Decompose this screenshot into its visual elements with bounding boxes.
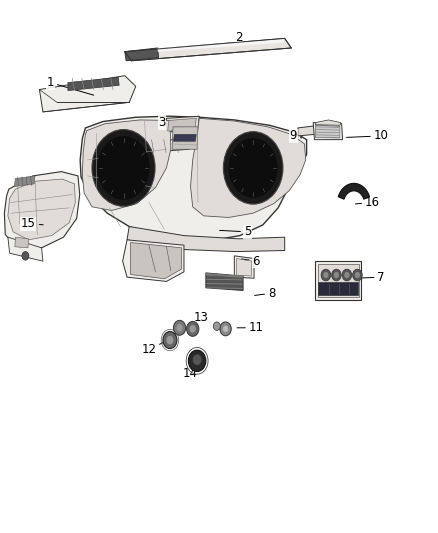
Circle shape — [321, 269, 331, 281]
Text: 6: 6 — [241, 255, 260, 268]
Polygon shape — [318, 264, 359, 297]
Text: 9: 9 — [290, 130, 302, 142]
Polygon shape — [39, 76, 136, 112]
Text: 1: 1 — [46, 76, 94, 95]
Polygon shape — [168, 118, 196, 131]
Circle shape — [344, 272, 350, 278]
Circle shape — [223, 326, 228, 332]
Polygon shape — [315, 125, 340, 138]
Circle shape — [188, 350, 206, 372]
Polygon shape — [14, 176, 35, 187]
Circle shape — [220, 322, 231, 336]
Circle shape — [193, 354, 201, 365]
Circle shape — [332, 269, 341, 281]
Polygon shape — [206, 273, 243, 278]
Polygon shape — [125, 38, 291, 61]
Circle shape — [353, 269, 362, 281]
Circle shape — [334, 272, 339, 278]
Circle shape — [22, 252, 29, 260]
Polygon shape — [68, 77, 119, 91]
Polygon shape — [8, 179, 75, 240]
Circle shape — [223, 132, 283, 204]
Circle shape — [342, 269, 352, 281]
Polygon shape — [127, 227, 285, 252]
Text: 7: 7 — [357, 271, 385, 284]
Polygon shape — [158, 39, 284, 52]
Text: 16: 16 — [355, 196, 380, 209]
Polygon shape — [315, 120, 341, 125]
Polygon shape — [123, 240, 184, 281]
Text: 11: 11 — [237, 321, 264, 334]
Polygon shape — [315, 261, 361, 300]
Polygon shape — [131, 243, 182, 279]
Circle shape — [166, 336, 173, 344]
Circle shape — [97, 136, 150, 200]
Polygon shape — [338, 183, 370, 199]
Circle shape — [173, 320, 186, 335]
Circle shape — [213, 322, 220, 330]
Polygon shape — [15, 237, 28, 248]
Polygon shape — [82, 120, 171, 211]
Polygon shape — [206, 273, 243, 290]
Polygon shape — [298, 126, 315, 136]
Polygon shape — [80, 116, 307, 241]
Polygon shape — [191, 118, 306, 217]
Text: 4: 4 — [132, 138, 148, 150]
Text: 12: 12 — [141, 341, 167, 356]
Circle shape — [190, 325, 196, 333]
Circle shape — [92, 130, 155, 206]
Text: 5: 5 — [219, 225, 251, 238]
Polygon shape — [313, 123, 343, 140]
Text: 2: 2 — [235, 31, 247, 44]
Text: 14: 14 — [183, 362, 198, 379]
Text: 3: 3 — [159, 116, 175, 129]
Polygon shape — [125, 48, 159, 61]
Text: 13: 13 — [194, 311, 209, 325]
Polygon shape — [173, 134, 196, 141]
Circle shape — [163, 332, 177, 349]
Polygon shape — [237, 259, 252, 276]
Polygon shape — [318, 282, 358, 295]
Circle shape — [355, 272, 360, 278]
Polygon shape — [4, 172, 80, 248]
Circle shape — [177, 324, 183, 332]
Polygon shape — [166, 116, 199, 132]
Circle shape — [187, 321, 199, 336]
Text: 15: 15 — [21, 217, 43, 230]
Text: 8: 8 — [254, 287, 275, 300]
Polygon shape — [172, 127, 198, 149]
Polygon shape — [234, 256, 254, 278]
Circle shape — [323, 272, 328, 278]
Circle shape — [229, 138, 278, 198]
Text: 10: 10 — [346, 130, 389, 142]
Polygon shape — [131, 139, 189, 154]
Polygon shape — [8, 237, 43, 261]
